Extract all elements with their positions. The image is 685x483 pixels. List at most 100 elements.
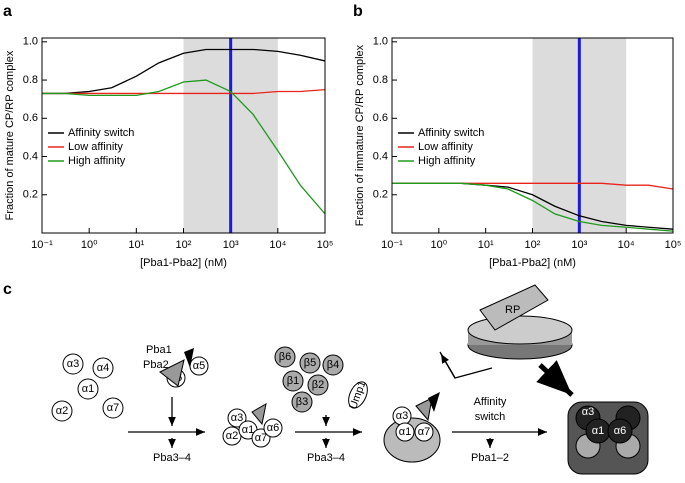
x-tick-label: 10² xyxy=(176,239,192,251)
y-tick-label: 0.8 xyxy=(23,74,38,86)
subunit xyxy=(227,408,247,428)
y-tick-label: 1.0 xyxy=(373,36,388,48)
subunit-label: α7 xyxy=(418,426,430,438)
legend-label: Affinity switch xyxy=(68,127,134,139)
label: Affinity xyxy=(474,396,507,408)
label: Pba1–2 xyxy=(471,452,509,464)
subunit-label: α3 xyxy=(231,412,243,424)
subunit-label: α4 xyxy=(97,362,109,374)
subunit-label: α1 xyxy=(242,424,254,436)
subunit xyxy=(51,400,73,422)
subunit-label: α7 xyxy=(107,402,119,414)
legend-label: High affinity xyxy=(68,155,126,167)
label: switch xyxy=(475,411,506,423)
x-tick-label: 10⁰ xyxy=(81,239,98,251)
y-tick-label: 0.4 xyxy=(23,150,38,162)
subunit-label: α5 xyxy=(193,360,205,372)
subunit xyxy=(307,374,329,396)
subunit-label: β4 xyxy=(327,359,339,371)
subunit xyxy=(282,370,304,392)
diagram: c α3 α4 α1 α2 α7 Pba1 Pba2 α5 α6 Pba3–4 … xyxy=(3,281,649,475)
subunit-label: β1 xyxy=(287,375,299,387)
y-axis-label: Fraction of mature CP/RP complex xyxy=(4,50,16,220)
arrow xyxy=(536,360,574,397)
legend-label: High affinity xyxy=(418,155,476,167)
subunit xyxy=(291,391,313,413)
subunit-label: β3 xyxy=(296,396,308,408)
plot-frame xyxy=(391,37,674,234)
x-tick-label: 10⁵ xyxy=(665,239,682,251)
panel-label: b xyxy=(353,3,363,20)
label: Pba3–4 xyxy=(153,452,191,464)
pba-shape xyxy=(251,403,267,426)
x-tick-label: 10² xyxy=(525,239,541,251)
y-tick-label: 1.0 xyxy=(23,36,38,48)
subunit xyxy=(77,378,99,400)
subunit-label: α3 xyxy=(396,410,408,422)
data-line xyxy=(42,48,326,95)
subunit-label: α1 xyxy=(399,426,411,438)
panel-label: c xyxy=(3,281,12,298)
subunit xyxy=(274,346,296,368)
subunit-label: α6 xyxy=(267,422,279,434)
panel-label: a xyxy=(3,3,12,20)
subunit xyxy=(414,422,434,442)
subunit-label: α6 xyxy=(614,425,626,437)
rp-base xyxy=(467,315,573,345)
x-tick-label: 10³ xyxy=(223,239,239,251)
y-tick-label: 0.4 xyxy=(373,150,388,162)
y-tick-label: 0.6 xyxy=(373,112,388,124)
subunit-label: α3 xyxy=(67,358,79,370)
subunit-label: α1 xyxy=(82,383,94,395)
data-line xyxy=(42,79,326,215)
subunit-label: β5 xyxy=(304,357,316,369)
legend-label: Low affinity xyxy=(418,141,473,153)
x-tick-label: 10⁴ xyxy=(618,239,635,251)
pba-shape xyxy=(428,392,440,412)
pba-shape xyxy=(184,348,194,368)
rp-lid xyxy=(479,284,549,331)
subunit xyxy=(299,352,321,374)
legend-label: Low affinity xyxy=(68,141,123,153)
legend-label: Affinity switch xyxy=(418,127,484,139)
subunit xyxy=(322,354,344,376)
label: Pba3–4 xyxy=(307,452,345,464)
y-axis-label: Fraction of immature CP/RP complex xyxy=(354,44,366,226)
data-line xyxy=(392,182,674,232)
label: Pba2 xyxy=(143,359,169,371)
charts: a 10⁻¹ 10⁰ 10¹ 10² 10³ 10⁴ 10⁵ 0.2 0.4 0.6 0.8 1.0 Af… xyxy=(3,3,681,269)
data-line xyxy=(42,88,326,95)
half-proteasome xyxy=(383,417,441,463)
y-tick-label: 0.8 xyxy=(373,74,388,86)
subunit-label: α7 xyxy=(255,432,267,444)
x-tick-label: 10⁻¹ xyxy=(381,239,403,251)
y-tick-label: 0.2 xyxy=(23,189,38,201)
subunit xyxy=(102,397,124,419)
subunit-label: β2 xyxy=(312,379,324,391)
subunit-label: β6 xyxy=(279,351,291,363)
y-tick-label: 0.2 xyxy=(373,189,388,201)
label: RP xyxy=(505,304,520,316)
x-tick-label: 10⁵ xyxy=(317,239,334,251)
subunit xyxy=(607,418,633,444)
pba-shape xyxy=(159,359,185,387)
x-tick-label: 10¹ xyxy=(128,239,144,251)
label: Pba1 xyxy=(146,344,172,356)
x-axis-label: [Pba1-Pba2] (nM) xyxy=(140,257,227,269)
plot-frame xyxy=(41,37,326,234)
pba-shape xyxy=(415,397,433,422)
subunit-label: α2 xyxy=(56,405,68,417)
x-tick-label: 10⁴ xyxy=(269,239,286,251)
subunit xyxy=(92,357,114,379)
subunit-label: α2 xyxy=(226,430,238,442)
x-tick-label: 10³ xyxy=(571,239,587,251)
subunit xyxy=(263,418,283,438)
x-tick-label: 10⁻¹ xyxy=(31,239,53,251)
y-tick-label: 0.6 xyxy=(23,112,38,124)
subunit-label: α3 xyxy=(582,406,594,418)
x-axis-label: [Pba1-Pba2] (nM) xyxy=(489,257,576,269)
subunit-label: α1 xyxy=(592,425,604,437)
arrow xyxy=(440,353,456,379)
